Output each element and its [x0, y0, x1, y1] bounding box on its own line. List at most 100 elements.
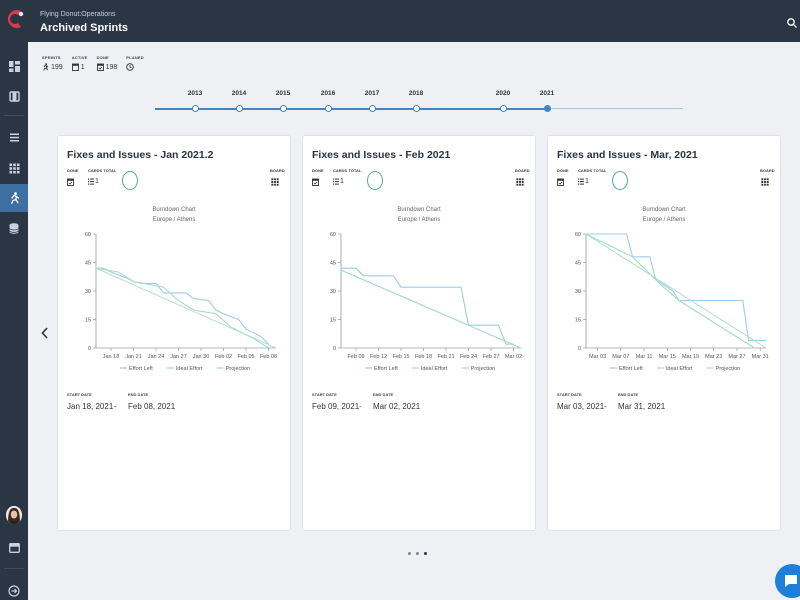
timeline-year[interactable]: 2013 [187, 90, 203, 97]
page-dot[interactable] [408, 552, 411, 555]
timeline-node-2021[interactable] [543, 105, 551, 112]
x-tick-label: Jan 30 [193, 354, 210, 360]
x-tick-label: Feb 27 [482, 354, 499, 360]
stat-done-value: 198 [105, 63, 118, 71]
x-tick-label: Feb 12 [370, 354, 387, 360]
sidebar-item-board[interactable] [0, 154, 28, 182]
legend-item: Ideal Effort [666, 366, 693, 372]
x-tick-label: Mar 19 [682, 354, 699, 360]
workspace-name[interactable]: Flying Donut:Operations [40, 11, 116, 18]
legend-item: Ideal Effort [421, 366, 448, 372]
x-tick-label: Jan 21 [125, 354, 142, 360]
sidebar-item-dashboard[interactable] [0, 52, 28, 80]
timeline-node-2020[interactable] [499, 105, 507, 112]
sprint-title[interactable]: Fixes and Issues - Feb 2021 [312, 149, 451, 161]
x-tick-label: Mar 31 [752, 354, 769, 360]
sidebar-item-archive[interactable] [0, 214, 28, 242]
list-icon [333, 178, 339, 185]
start-date-label: START DATE [67, 392, 92, 397]
sidebar-item-sprints[interactable] [0, 184, 28, 212]
page-dot-active[interactable] [424, 552, 427, 555]
timeline-year[interactable]: 2016 [320, 90, 336, 97]
end-date-label: END DATE [373, 392, 394, 397]
progress-ring [122, 171, 138, 190]
grid-icon[interactable] [271, 178, 279, 186]
cards-total-value: 1 [585, 178, 589, 185]
list-icon [9, 133, 19, 141]
timeline-year[interactable]: 2015 [275, 90, 291, 97]
date-separator: - [114, 402, 117, 411]
y-tick-label: 60 [330, 232, 336, 238]
grid-icon[interactable] [516, 178, 524, 186]
avatar[interactable] [6, 506, 22, 524]
chevron-left-icon[interactable] [38, 322, 52, 344]
list-icon [578, 178, 584, 185]
app-logo-icon[interactable] [4, 6, 26, 32]
board-label: BOARD [760, 168, 775, 173]
y-tick-label: 45 [330, 261, 336, 267]
sidebar-divider-bottom [4, 568, 24, 569]
calendar-icon [71, 63, 79, 71]
chat-button[interactable] [775, 564, 800, 598]
timeline-year[interactable]: 2021 [539, 90, 555, 97]
sprint-title[interactable]: Fixes and Issues - Jan 2021.2 [67, 149, 214, 161]
y-tick-label: 30 [575, 289, 581, 295]
start-date-value: Mar 03, 2021 [557, 402, 605, 411]
sidebar-item-list[interactable] [0, 123, 28, 151]
runner-icon [43, 63, 49, 71]
timeline-year[interactable]: 2014 [231, 90, 247, 97]
search-icon[interactable] [786, 17, 798, 29]
board-label: BOARD [270, 168, 285, 173]
burndown-chart: 0 15 30 45 60 Mar 03 Mar 07 Mar 11 Mar 15 Mar 19 M… [575, 232, 769, 372]
y-tick-label: 15 [330, 318, 336, 324]
sidebar-item-inbox[interactable] [0, 534, 28, 562]
logout-icon [8, 585, 20, 597]
timeline-node-2016[interactable] [324, 105, 332, 112]
timeline-year[interactable]: 2020 [495, 90, 511, 97]
y-tick-label: 30 [330, 289, 336, 295]
series-line-effort-left [341, 267, 514, 345]
timeline-node-2018[interactable] [412, 105, 420, 112]
sprint-card[interactable]: Fixes and Issues - Mar, 2021 DONE CARDS … [547, 135, 781, 531]
chart-subtitle: Europe / Athens [152, 217, 196, 223]
database-icon [9, 222, 19, 234]
page-dot[interactable] [416, 552, 419, 555]
series-line-effort-left [96, 267, 269, 345]
burndown-chart: 0 15 30 45 60 Feb 09 Feb 12 Feb 15 Feb 18 Feb 21 F… [330, 232, 522, 372]
timeline-node-2013[interactable] [191, 105, 199, 112]
x-tick-label: Feb 09 [347, 354, 364, 360]
stat-done-label: DONE [96, 55, 109, 60]
burndown-chart: 0 15 30 45 60 Jan 18 Jan 21 Jan 24 Jan 27 Jan 30 F… [85, 232, 277, 372]
sprint-card[interactable]: Fixes and Issues - Jan 2021.2 DONE CARDS… [57, 135, 291, 531]
grid-icon[interactable] [761, 178, 769, 186]
timeline-node-2014[interactable] [235, 105, 243, 112]
timeline-year[interactable]: 2017 [364, 90, 380, 97]
x-tick-label: Feb 02 [215, 354, 232, 360]
sprint-stats: SPRINTS 199 ACTIVE 1 DONE 198 [42, 55, 144, 71]
series-line-projection [95, 267, 277, 349]
y-tick-label: 45 [575, 261, 581, 267]
sidebar-item-repository[interactable] [0, 82, 28, 110]
board-label: BOARD [515, 168, 530, 173]
timeline-node-2017[interactable] [368, 105, 376, 112]
x-tick-label: Mar 07 [612, 354, 629, 360]
legend-item: Effort Left [619, 366, 643, 372]
x-tick-label: Mar 11 [636, 354, 653, 360]
timeline-node-2015[interactable] [279, 105, 287, 112]
sidebar-item-logout[interactable] [0, 577, 28, 600]
x-tick-label: Feb 24 [460, 354, 477, 360]
stat-active-label: ACTIVE [71, 55, 88, 60]
timeline-year[interactable]: 2018 [408, 90, 424, 97]
sprint-card[interactable]: Fixes and Issues - Feb 2021 DONE CARDS T… [302, 135, 536, 531]
x-tick-label: Jan 24 [148, 354, 165, 360]
sidebar [0, 42, 28, 600]
sprint-title[interactable]: Fixes and Issues - Mar, 2021 [557, 149, 698, 161]
cards-total-value: 1 [340, 178, 344, 185]
x-tick-label: Feb 18 [415, 354, 432, 360]
timeline-progress [155, 108, 547, 110]
chart-subtitle: Europe / Athens [397, 217, 441, 223]
date-separator: - [604, 402, 607, 411]
start-date-value: Jan 18, 2021 [67, 402, 114, 411]
start-date-label: START DATE [557, 392, 582, 397]
cards-total-value: 1 [95, 178, 99, 185]
